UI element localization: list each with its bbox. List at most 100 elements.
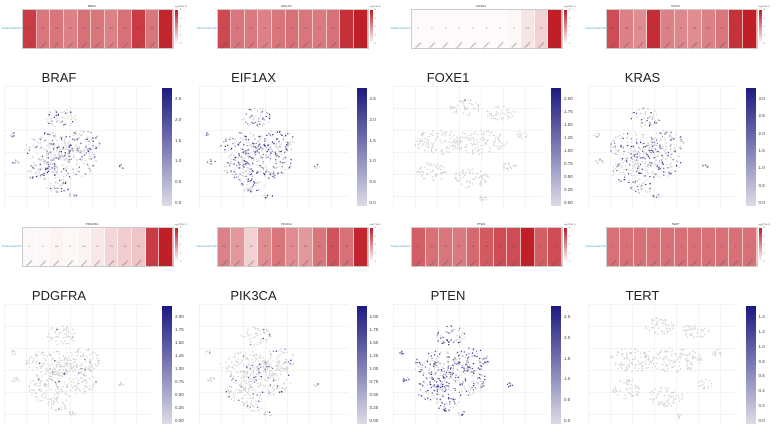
heatmap-cell[interactable]: 5.3	[299, 10, 313, 48]
heatmap-cell[interactable]: 3.2	[299, 228, 313, 266]
umap-cell-point	[643, 175, 646, 177]
heatmap-cell[interactable]: 0	[620, 228, 634, 266]
heatmap-cell[interactable]: 6.0	[340, 10, 354, 48]
umap-cell-point	[242, 150, 245, 153]
heatmap-cell[interactable]: 4.7	[534, 228, 549, 266]
heatmap-cell[interactable]: 1.2	[534, 10, 549, 48]
heatmap-cell[interactable]: 4.7	[412, 228, 426, 266]
heatmap-cell[interactable]: 1.8	[132, 228, 146, 266]
heatmap-cell[interactable]: 0	[606, 228, 621, 266]
heatmap-cell[interactable]: 5.0	[729, 10, 743, 48]
heatmap-cell[interactable]: 0	[701, 228, 716, 266]
heatmap-cell[interactable]: 4.6	[606, 10, 621, 48]
heatmap-cell[interactable]: 1.6	[118, 228, 133, 266]
heatmap-cell[interactable]: 1.0	[91, 228, 105, 266]
heatmap-cell[interactable]: 6.5	[548, 10, 563, 48]
umap-cell-point	[402, 379, 404, 381]
heatmap-cell[interactable]: 5.4	[326, 10, 341, 48]
heatmap-cell[interactable]: 0	[715, 228, 730, 266]
heatmap-cell[interactable]: 4.8	[145, 10, 160, 48]
heatmap-cell[interactable]: 4.8	[145, 228, 160, 266]
heatmap-cell[interactable]: 1.3	[104, 228, 119, 266]
heatmap-cell[interactable]: 4.2	[452, 228, 467, 266]
umap-cell-point	[234, 356, 236, 358]
heatmap-cell[interactable]: 2.0	[244, 228, 259, 266]
heatmap-cell[interactable]: 0	[729, 228, 743, 266]
heatmap-cell[interactable]: 5.0	[548, 228, 563, 266]
heatmap-cell[interactable]: 5.3	[272, 10, 286, 48]
heatmap-cell[interactable]: 5.5	[353, 228, 368, 266]
heatmap-cell[interactable]: 3.9	[661, 10, 675, 48]
umap-cell-point	[461, 136, 464, 138]
umap-cell-point	[627, 181, 629, 183]
heatmap-cell[interactable]: 4.8	[480, 228, 494, 266]
heatmap-cell[interactable]: 0	[493, 10, 508, 48]
heatmap-cell[interactable]: 0	[23, 228, 37, 266]
heatmap-cell[interactable]: 5.3	[231, 10, 245, 48]
heatmap-cell[interactable]: 6.4	[353, 10, 368, 48]
heatmap-cell[interactable]: 0	[412, 10, 426, 48]
heatmap-cell[interactable]: 3.6	[688, 10, 702, 48]
heatmap-cell[interactable]: 5.5	[742, 10, 757, 48]
heatmap-cell[interactable]: 5.0	[258, 10, 273, 48]
heatmap-cell[interactable]: 6.2	[159, 10, 174, 48]
heatmap-cell[interactable]: 0.4	[50, 228, 64, 266]
umap-cell-point	[271, 373, 274, 375]
heatmap-cell[interactable]: 5.9	[217, 10, 232, 48]
heatmap-cell[interactable]: 4.4	[63, 10, 78, 48]
heatmap-cell[interactable]: 0	[688, 228, 702, 266]
heatmap-cell[interactable]: 0	[480, 10, 494, 48]
heatmap-cell[interactable]: 0	[439, 10, 453, 48]
heatmap-cell[interactable]: 4.9	[77, 10, 92, 48]
heatmap-cell[interactable]: 5.0	[507, 228, 522, 266]
heatmap-cell[interactable]: 5.9	[521, 228, 535, 266]
umap-cell-point	[635, 150, 638, 153]
heatmap-cell[interactable]: 6.0	[159, 228, 174, 266]
heatmap-cell[interactable]: 0	[507, 10, 522, 48]
heatmap-cell[interactable]: 5.8	[23, 10, 37, 48]
heatmap-cell[interactable]: 4.5	[104, 10, 119, 48]
heatmap-cell[interactable]: 3.4	[285, 228, 300, 266]
heatmap-cell[interactable]: 4.9	[647, 10, 662, 48]
heatmap-cell[interactable]: 5.2	[312, 10, 327, 48]
heatmap-cell[interactable]: 3.3	[258, 228, 273, 266]
heatmap-cell[interactable]: 3.8	[272, 228, 286, 266]
heatmap-cell[interactable]: 0	[633, 228, 648, 266]
umap-cell-point	[450, 372, 453, 374]
heatmap-cell[interactable]: 5.8	[132, 10, 146, 48]
heatmap-cell[interactable]: 4.5	[326, 228, 341, 266]
heatmap-cell[interactable]: 4.4	[425, 228, 440, 266]
heatmap-cell[interactable]: 3.9	[340, 228, 354, 266]
heatmap-cell[interactable]: 0	[466, 10, 481, 48]
heatmap-cell[interactable]: 3.8	[701, 10, 716, 48]
umap-cell-point	[66, 364, 68, 367]
heatmap-cell[interactable]: 4.6	[466, 228, 481, 266]
heatmap-cell[interactable]: 0	[647, 228, 662, 266]
heatmap-cell[interactable]: 4.3	[439, 228, 453, 266]
heatmap-cell[interactable]: 0	[674, 228, 689, 266]
heatmap-cell[interactable]: 5.0	[493, 228, 508, 266]
heatmap-cell[interactable]: 0	[742, 228, 757, 266]
heatmap-cell[interactable]: 0	[63, 228, 78, 266]
heatmap-cell[interactable]: 3.2	[231, 228, 245, 266]
heatmap-cell[interactable]: 0	[661, 228, 675, 266]
heatmap-cell[interactable]: 4.0	[715, 10, 730, 48]
heatmap-cell[interactable]: 3.8	[620, 10, 634, 48]
heatmap-cell[interactable]: 3.8	[312, 228, 327, 266]
heatmap-cell[interactable]: 3.5	[633, 10, 648, 48]
heatmap-cell[interactable]: 5.2	[244, 10, 259, 48]
heatmap-cell[interactable]: 4.8	[50, 10, 64, 48]
heatmap-cell[interactable]: 4.8	[91, 10, 105, 48]
heatmap-cell[interactable]: 4.8	[36, 10, 51, 48]
heatmap-cell[interactable]: 0	[452, 10, 467, 48]
heatmap-cell[interactable]: 0	[36, 228, 51, 266]
heatmap-cell[interactable]: 3.6	[217, 228, 232, 266]
heatmap-cell[interactable]: 0.4	[77, 228, 92, 266]
heatmap-cell[interactable]: 3.7	[674, 10, 689, 48]
umap-cell-point	[281, 387, 283, 389]
heatmap-cell[interactable]: 0	[425, 10, 440, 48]
heatmap-cell[interactable]: 0.5	[521, 10, 535, 48]
heatmap-cell[interactable]: 4.9	[118, 10, 133, 48]
heatmap-cell[interactable]: 5.4	[285, 10, 300, 48]
umap-cell-point	[622, 382, 625, 384]
